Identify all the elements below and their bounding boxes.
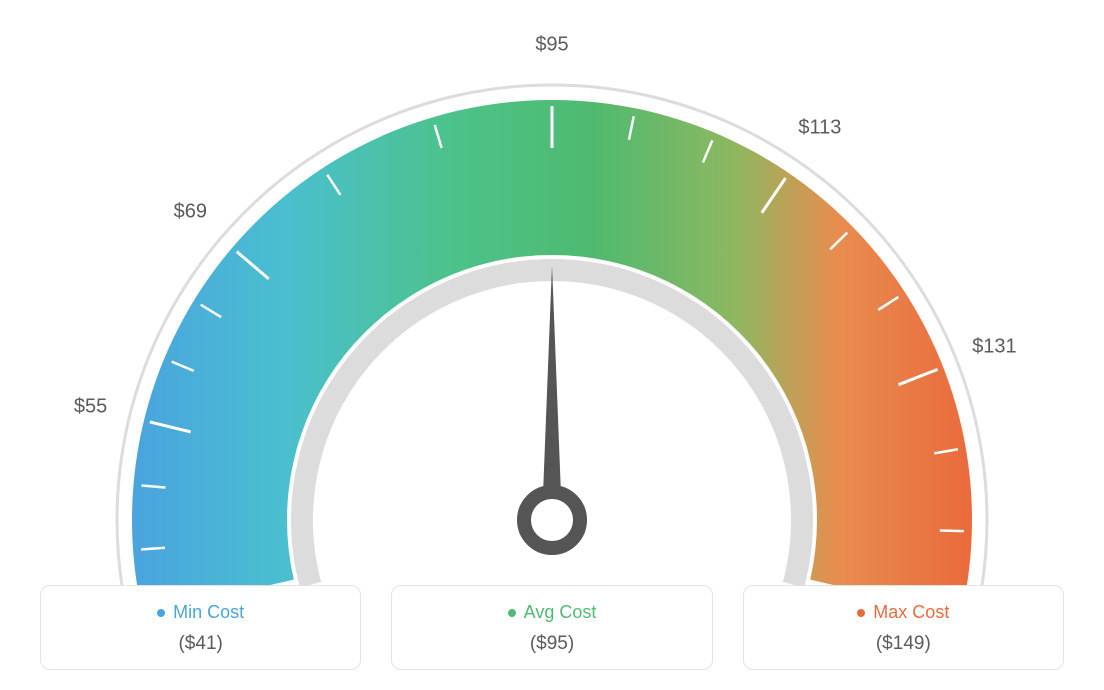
legend-title-max: Max Cost <box>754 602 1053 623</box>
legend-label-min: Min Cost <box>173 602 244 622</box>
gauge-area: $41$55$69$95$113$131$149 <box>0 0 1104 560</box>
legend-dot-max <box>857 609 865 617</box>
gauge-svg <box>0 30 1104 590</box>
gauge-tick-label: $95 <box>535 34 568 57</box>
legend-dot-min <box>157 609 165 617</box>
legend-card-min: Min Cost ($41) <box>40 585 361 670</box>
legend-value-min: ($41) <box>51 633 350 655</box>
legend-value-max: ($149) <box>754 633 1053 655</box>
legend-title-min: Min Cost <box>51 602 350 623</box>
gauge-tick-label: $113 <box>798 116 841 139</box>
gauge-tick-label: $131 <box>972 336 1017 359</box>
gauge-tick-label: $69 <box>174 201 207 224</box>
legend-card-avg: Avg Cost ($95) <box>391 585 712 670</box>
legend-dot-avg <box>508 609 516 617</box>
legend-label-max: Max Cost <box>873 602 949 622</box>
legend-row: Min Cost ($41) Avg Cost ($95) Max Cost (… <box>0 585 1104 670</box>
legend-card-max: Max Cost ($149) <box>743 585 1064 670</box>
legend-label-avg: Avg Cost <box>524 602 597 622</box>
chart-container: $41$55$69$95$113$131$149 Min Cost ($41) … <box>0 0 1104 690</box>
gauge-tick-label: $55 <box>74 396 107 419</box>
legend-title-avg: Avg Cost <box>402 602 701 623</box>
legend-value-avg: ($95) <box>402 633 701 655</box>
